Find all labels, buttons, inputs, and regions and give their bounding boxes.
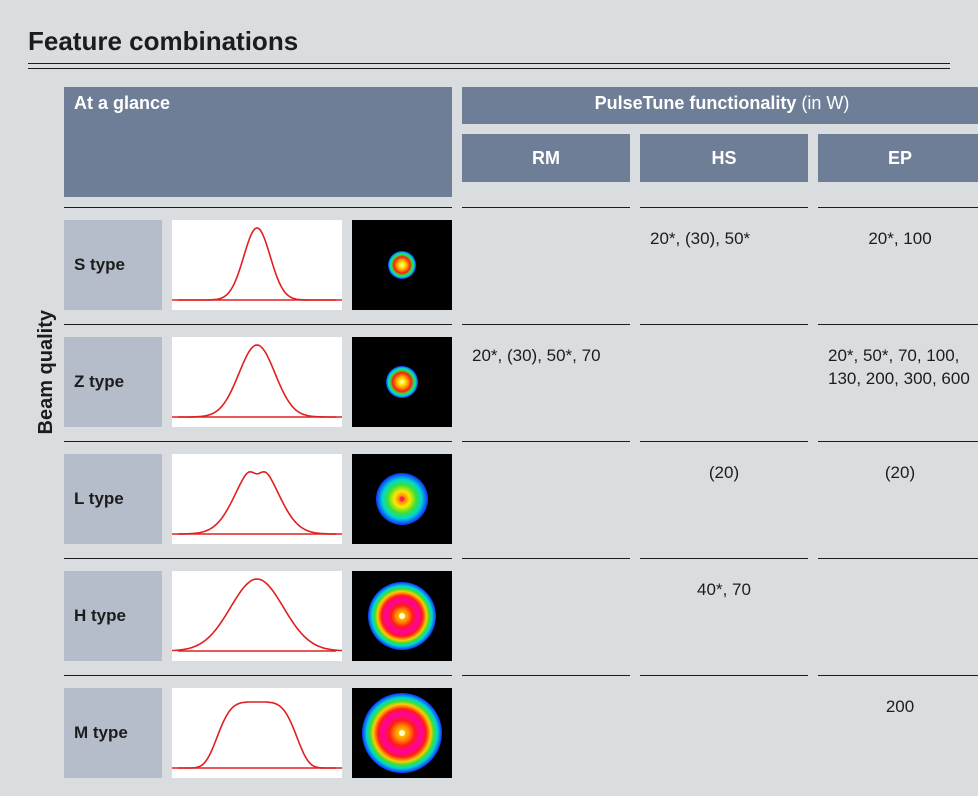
type-label: H type — [64, 571, 162, 661]
cell-ep — [818, 559, 978, 665]
header-pulsetune: PulseTune functionality (in W) — [462, 87, 978, 124]
feature-table: At a glance PulseTune functionality (in … — [28, 87, 950, 782]
cell-rm — [462, 442, 630, 548]
divider — [28, 63, 950, 64]
beam-spot-image — [352, 571, 452, 661]
page-title: Feature combinations — [28, 26, 950, 57]
cell-ep: 20*, 100 — [818, 208, 978, 314]
cell-ep: (20) — [818, 442, 978, 548]
beam-quality-label: Beam quality — [28, 197, 64, 442]
beam-profile-chart — [172, 688, 342, 778]
beam-spot — [352, 220, 452, 310]
cell-hs: 20*, (30), 50* — [640, 208, 808, 314]
beam-spot-image — [352, 220, 452, 310]
table-row: S type — [64, 208, 452, 314]
beam-profile-chart — [172, 571, 342, 661]
type-label: Z type — [64, 337, 162, 427]
type-label: S type — [64, 220, 162, 310]
cell-rm — [462, 559, 630, 665]
header-at-a-glance: At a glance — [64, 87, 452, 197]
beam-spot — [352, 337, 452, 427]
cell-hs: 40*, 70 — [640, 559, 808, 665]
cell-hs: (20) — [640, 442, 808, 548]
cell-rm: 20*, (30), 50*, 70 — [462, 325, 630, 431]
type-label: M type — [64, 688, 162, 778]
type-label: L type — [64, 454, 162, 544]
header-pulsetune-group: PulseTune functionality (in W) RM HS EP — [462, 87, 978, 197]
cell-rm — [462, 676, 630, 782]
beam-profile-chart — [172, 220, 342, 310]
beam-profile-chart — [172, 454, 342, 544]
beam-spot — [352, 688, 452, 778]
beam-spot — [352, 454, 452, 544]
beam-spot — [352, 571, 452, 661]
beam-spot-image — [352, 454, 452, 544]
cell-hs — [640, 676, 808, 782]
table-row: L type — [64, 442, 452, 548]
cell-ep: 20*, 50*, 70, 100, 130, 200, 300, 600 — [818, 325, 978, 431]
column-header-rm: RM — [462, 134, 630, 182]
table-row: H type — [64, 559, 452, 665]
beam-profile-chart — [172, 337, 342, 427]
beam-spot-image — [352, 337, 452, 427]
cell-ep: 200 — [818, 676, 978, 782]
cell-hs — [640, 325, 808, 431]
column-header-hs: HS — [640, 134, 808, 182]
divider — [28, 68, 950, 69]
table-row: M type — [64, 676, 452, 782]
table-row: Z type — [64, 325, 452, 431]
beam-spot-image — [352, 688, 452, 778]
cell-rm — [462, 208, 630, 314]
column-header-ep: EP — [818, 134, 978, 182]
